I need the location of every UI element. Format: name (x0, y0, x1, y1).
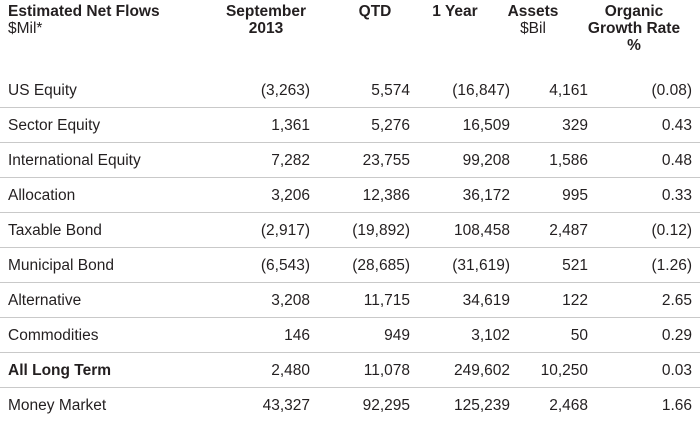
header-qtd: QTD (358, 3, 392, 20)
cell-1-year: 99,208 (462, 152, 510, 169)
cell-assets: 1,586 (549, 152, 588, 169)
cell-growth: 0.03 (661, 362, 692, 379)
header-assets: Assets $Bil (507, 3, 559, 37)
cell-1-year: 125,239 (453, 397, 510, 414)
cell-assets: 50 (570, 327, 588, 344)
cell-qtd: (19,892) (352, 222, 410, 239)
cell-1-year: 34,619 (462, 292, 510, 309)
cell-assets: 122 (562, 292, 588, 309)
row-label: Municipal Bond (8, 257, 114, 274)
row-divider (0, 142, 700, 143)
cell-september: 3,206 (271, 187, 310, 204)
row-divider (0, 317, 700, 318)
row-label: Commodities (8, 327, 99, 344)
cell-growth: 0.43 (661, 117, 692, 134)
cell-assets: 2,468 (549, 397, 588, 414)
row-label: Money Market (8, 397, 107, 414)
row-label: International Equity (8, 152, 141, 169)
cell-growth: 0.29 (661, 327, 692, 344)
cell-assets: 4,161 (549, 82, 588, 99)
header-category-unit: $Mil* (8, 20, 43, 37)
cell-1-year: 36,172 (462, 187, 510, 204)
cell-1-year: 108,458 (453, 222, 510, 239)
row-label: US Equity (8, 82, 77, 99)
header-1-year: 1 Year (432, 3, 478, 20)
cell-1-year: (16,847) (452, 82, 510, 99)
cell-qtd: 11,078 (363, 362, 410, 379)
table-row: US Equity (3,263) 5,574 (16,847) 4,161 (… (0, 73, 700, 108)
cell-qtd: 5,574 (371, 82, 410, 99)
cell-qtd: 23,755 (362, 152, 410, 169)
table-header: Estimated Net Flows $Mil* September 2013… (0, 0, 700, 73)
cell-september: 2,480 (271, 362, 310, 379)
row-divider (0, 352, 700, 353)
cell-1-year: (31,619) (452, 257, 510, 274)
header-organic-growth: Organic Growth Rate % (587, 3, 681, 54)
cell-qtd: 12,386 (362, 187, 410, 204)
table-row: Alternative 3,208 11,715 34,619 122 2.65 (0, 283, 700, 318)
row-divider (0, 177, 700, 178)
cell-qtd: 92,295 (362, 397, 410, 414)
cell-qtd: 949 (384, 327, 410, 344)
cell-september: (3,263) (260, 82, 310, 99)
row-label: Alternative (8, 292, 82, 309)
cell-assets: 995 (562, 187, 588, 204)
cell-growth: (0.08) (651, 82, 693, 99)
table-row: Taxable Bond (2,917) (19,892) 108,458 2,… (0, 213, 700, 248)
cell-september: (6,543) (260, 257, 310, 274)
cell-growth: (0.12) (651, 222, 693, 239)
table-row: International Equity 7,282 23,755 99,208… (0, 143, 700, 178)
cell-growth: 2.65 (661, 292, 692, 309)
cell-qtd: 5,276 (371, 117, 410, 134)
cell-september: 146 (284, 327, 310, 344)
cell-september: 43,327 (262, 397, 310, 414)
table-row: Municipal Bond (6,543) (28,685) (31,619)… (0, 248, 700, 283)
cell-assets: 329 (562, 117, 588, 134)
row-divider (0, 247, 700, 248)
header-category: Estimated Net Flows $Mil* (8, 3, 160, 37)
table-row-total: All Long Term 2,480 11,078 249,602 10,25… (0, 353, 700, 388)
cell-growth: (1.26) (651, 257, 693, 274)
cell-assets: 2,487 (549, 222, 588, 239)
row-divider (0, 107, 700, 108)
table-row: Money Market 43,327 92,295 125,239 2,468… (0, 388, 700, 423)
cell-1-year: 249,602 (453, 362, 510, 379)
header-category-title: Estimated Net Flows (8, 3, 160, 20)
cell-qtd: (28,685) (352, 257, 410, 274)
row-label: All Long Term (8, 362, 112, 379)
row-label: Sector Equity (8, 117, 101, 134)
row-label: Allocation (8, 187, 76, 204)
header-september: September 2013 (225, 3, 307, 37)
row-label: Taxable Bond (8, 222, 102, 239)
cell-1-year: 16,509 (462, 117, 510, 134)
cell-september: 3,208 (271, 292, 310, 309)
row-divider (0, 282, 700, 283)
table-row: Commodities 146 949 3,102 50 0.29 (0, 318, 700, 353)
cell-growth: 1.66 (661, 397, 692, 414)
cell-qtd: 11,715 (363, 292, 410, 309)
cell-september: 1,361 (271, 117, 310, 134)
table-row: Allocation 3,206 12,386 36,172 995 0.33 (0, 178, 700, 213)
cell-1-year: 3,102 (471, 327, 510, 344)
cell-growth: 0.48 (661, 152, 692, 169)
cell-assets: 10,250 (540, 362, 588, 379)
cell-growth: 0.33 (661, 187, 692, 204)
table-row: Sector Equity 1,361 5,276 16,509 329 0.4… (0, 108, 700, 143)
cell-september: 7,282 (271, 152, 310, 169)
row-divider (0, 212, 700, 213)
row-divider (0, 387, 700, 388)
cell-assets: 521 (562, 257, 588, 274)
cell-september: (2,917) (260, 222, 310, 239)
